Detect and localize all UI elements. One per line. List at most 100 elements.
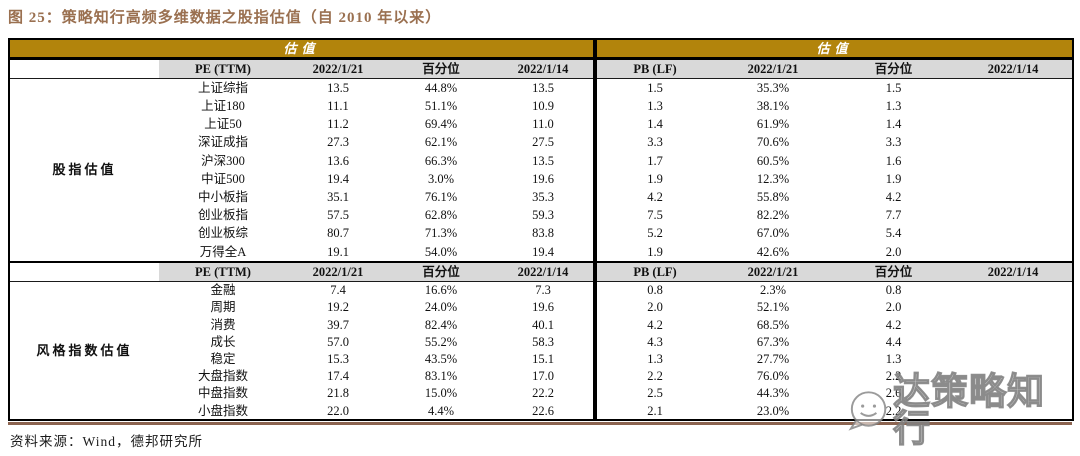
right-header-cell: 2022/1/14 [954,260,1074,282]
pe-value-cell: 80.7 [327,226,349,241]
index-name-cell: 消费 [210,317,236,332]
right-header-cell: 百分位 [833,58,955,79]
pe-value-cell: 76.1% [424,189,458,204]
pb-value-cell: 1.9 [885,171,902,186]
pe-value-cell: 22.2 [493,385,598,403]
pe-value-cell: 24.0% [424,300,458,315]
valuation-table-wrap: 估值 估值 PE (TTM) 2022/1/21 百分位 2022/1/14 PB (LF)… [8,38,1075,426]
pe-value-cell: 3.0% [427,171,455,186]
index-name-cell: 深证成指 [197,135,248,150]
pb-value-cell: 5.2 [647,226,663,241]
group-label-spacer [9,260,159,282]
pe-value-cell: 13.6 [327,153,349,168]
right-header-cell: PB (LF) [595,58,714,79]
table-row: 创业板指 57.5 62.8% 59.3 7.5 82.2% 7.7 [9,206,1073,225]
left-header-cell: PE (TTM) [159,260,287,282]
pe-value-cell: 51.1% [424,99,458,114]
table-row: 稳定 15.3 43.5% 15.1 1.3 27.7% 1.3 [9,350,1073,368]
pe-value-cell: 27.3 [327,135,349,150]
pb-value-cell: 1.4 [647,117,663,132]
index-name-cell: 周期 [210,300,236,315]
index-name-cell: 中盘指数 [197,386,248,401]
index-name-cell: 成长 [210,334,236,349]
pe-value-cell: 83.8 [493,224,598,243]
index-name-cell: 大盘指数 [197,369,248,384]
pb-value-cell: 67.0% [756,226,790,241]
index-name-cell: 上证综指 [197,80,248,95]
pe-value-cell: 19.4 [493,242,598,262]
pb-value-cell: 4.3 [647,334,663,349]
group-label: 风格指数估值 [9,281,159,421]
pe-value-cell: 13.5 [493,151,598,170]
pb-value-cell: 44.3% [756,386,790,401]
pb-value-cell: 82.2% [756,208,790,223]
subheader-row: PE (TTM) 2022/1/21 百分位 2022/1/14 PB (LF) 2022… [9,260,1074,282]
pb-value-cell: 4.2 [647,317,663,332]
pb-value-cell: 1.3 [885,351,902,366]
pe-value-cell: 71.3% [424,226,458,241]
pb-value-cell: 2.0 [885,300,902,315]
pb-value-cell: 3.3 [647,135,663,150]
pb-value-cell: 1.3 [647,99,663,114]
pb-value-cell: 4.2 [647,189,663,204]
table-row: 深证成指 27.3 62.1% 27.5 3.3 70.6% 3.3 [9,133,1073,152]
index-name-cell: 小盘指数 [197,403,248,418]
pe-value-cell: 69.4% [424,117,458,132]
pe-value-cell: 4.4% [427,403,455,418]
pe-value-cell: 10.9 [493,97,598,116]
pe-value-cell: 13.5 [327,80,349,95]
index-name-cell: 中证500 [201,171,245,186]
pb-value-cell: 1.3 [647,351,663,366]
index-name-cell: 上证50 [204,117,242,132]
pb-value-cell: 3.3 [885,135,902,150]
pe-value-cell: 40.1 [493,316,598,334]
pe-value-cell: 83.1% [424,369,458,384]
pb-value-cell: 4.2 [885,317,902,332]
pb-value-cell: 2.2 [647,369,663,384]
index-name-cell: 万得全A [199,244,247,259]
subheader-row: PE (TTM) 2022/1/21 百分位 2022/1/14 PB (LF) 2022… [9,58,1074,79]
table-row: 沪深300 13.6 66.3% 13.5 1.7 60.5% 1.6 [9,151,1073,170]
pe-value-cell: 22.6 [493,402,598,421]
pe-value-cell: 21.8 [327,386,349,401]
banner-row: 估值 估值 [9,39,1074,60]
left-header-cell: 2022/1/14 [493,58,598,79]
valuation-table: 估值 估值 PE (TTM) 2022/1/21 百分位 2022/1/14 PB (LF)… [8,38,1075,422]
pe-value-cell: 55.2% [424,334,458,349]
pb-value-cell: 2.5 [647,386,663,401]
index-name-cell: 创业板综 [197,226,248,241]
left-header-cell: 2022/1/14 [493,260,598,282]
pb-value-cell: 7.7 [885,208,902,223]
pe-value-cell: 16.6% [424,283,458,298]
pb-value-cell: 52.1% [756,300,790,315]
pe-value-cell: 15.0% [424,386,458,401]
pe-value-cell: 57.5 [327,208,349,223]
table-row: 中盘指数 21.8 15.0% 22.2 2.5 44.3% 2.6 [9,385,1073,403]
right-header-cell: 2022/1/14 [954,58,1074,79]
right-header-cell: 百分位 [833,260,955,282]
pb-value-cell: 1.7 [647,153,663,168]
pe-value-cell: 43.5% [424,351,458,366]
pe-value-cell: 66.3% [424,153,458,168]
table-row: 消费 39.7 82.4% 40.1 4.2 68.5% 4.2 [9,316,1073,334]
pb-value-cell: 1.9 [647,171,663,186]
pe-value-cell: 19.6 [493,169,598,189]
banner-left: 估值 [9,39,598,60]
pe-value-cell: 62.1% [424,135,458,150]
pb-value-cell: 60.5% [756,153,790,168]
index-name-cell: 稳定 [210,351,236,366]
pb-value-cell: 0.8 [647,283,663,298]
pb-value-cell: 1.5 [647,80,663,95]
group-label: 股指估值 [9,78,159,262]
pe-value-cell: 57.0 [327,334,349,349]
pb-value-cell: 55.8% [756,189,790,204]
table-row: 小盘指数 22.0 4.4% 22.6 2.1 23.0% 2.2 [9,402,1073,421]
pe-value-cell: 35.1 [327,189,349,204]
pb-value-cell: 35.3% [756,80,790,95]
pb-value-cell: 4.2 [885,189,902,204]
table-row: 万得全A 19.1 54.0% 19.4 1.9 42.6% 2.0 [9,242,1073,262]
pe-value-cell: 7.3 [493,281,598,300]
pb-value-cell: 2.1 [647,403,663,418]
pe-value-cell: 15.3 [327,351,349,366]
table-row: 创业板综 80.7 71.3% 83.8 5.2 67.0% 5.4 [9,224,1073,243]
